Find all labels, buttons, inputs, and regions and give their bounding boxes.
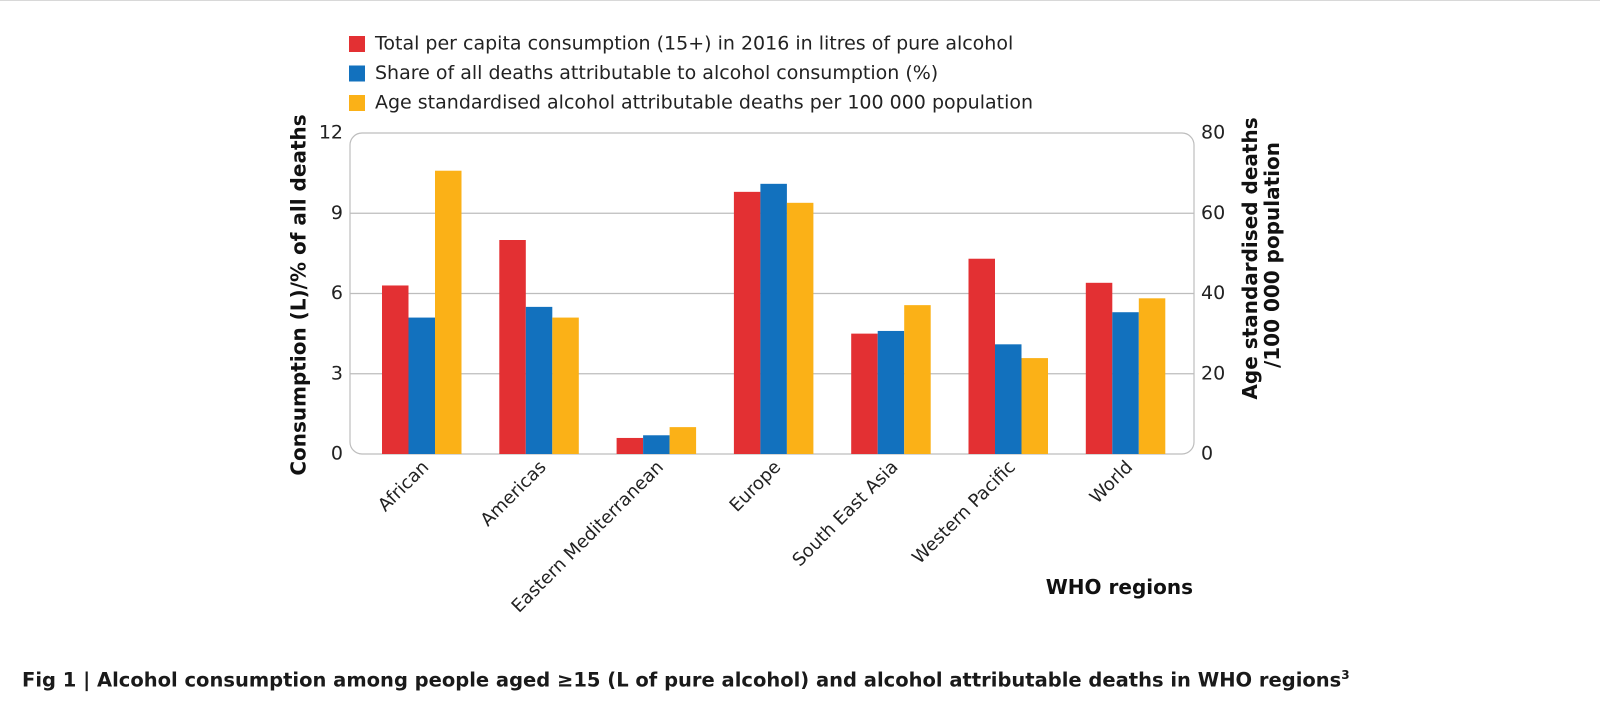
bar-age-std-deaths [786,202,814,454]
left-tick-label: 9 [331,202,343,224]
right-tick-label: 40 [1201,282,1225,304]
category-label: South East Asia [788,457,902,571]
left-tick-label: 0 [331,443,343,465]
bar-consumption [968,258,995,454]
legend-swatch [349,36,365,52]
bar-share-deaths [1112,312,1139,454]
right-axis-title-line-1: Age standardised deaths [1238,117,1262,399]
legend-label: Age standardised alcohol attributable de… [375,92,1033,114]
bar-age-std-deaths [904,305,931,454]
bar-share-deaths [525,306,553,454]
bar-share-deaths [408,317,435,454]
legend: Total per capita consumption (15+) in 20… [349,33,1033,114]
bar-share-deaths [643,435,670,454]
legend-swatch [349,65,365,82]
chart: Total per capita consumption (15+) in 20… [287,33,1285,618]
right-axis-ticks: 0 20 40 60 80 [1201,122,1225,465]
bar-consumption [616,437,644,454]
right-tick-label: 60 [1201,202,1225,224]
right-axis-title-line-2: /100 000 population [1260,142,1284,368]
right-tick-label: 20 [1201,362,1225,384]
bar-age-std-deaths [1021,358,1048,454]
bar-share-deaths [995,344,1022,454]
figure-caption: Fig 1 | Alcohol consumption among people… [22,668,1350,692]
right-tick-label: 80 [1201,122,1225,144]
category-label: Western Pacific [908,457,1020,569]
right-tick-label: 0 [1201,443,1213,465]
left-axis-ticks: 0 3 6 9 12 [319,122,343,465]
left-tick-label: 12 [319,122,343,144]
caption-text: Fig 1 | Alcohol consumption among people… [22,668,1342,692]
bar-consumption [499,240,526,454]
category-label: World [1086,457,1137,508]
bar-consumption [851,333,878,454]
category-label: African [374,457,433,516]
left-axis-title: Consumption (L)/% of all deaths [287,114,311,475]
bar-consumption [382,285,409,454]
top-rule [0,0,1600,1]
x-axis-title: WHO regions [1046,575,1193,599]
category-label: Europe [726,457,786,517]
legend-label: Share of all deaths attributable to alco… [375,62,938,84]
bar-age-std-deaths [552,317,579,454]
bar-age-std-deaths [669,427,697,454]
bar-consumption [1085,282,1113,454]
bar-age-std-deaths [1138,298,1166,454]
caption-reference: 3 [1341,668,1350,682]
left-tick-label: 6 [331,282,343,304]
bar-share-deaths [877,330,905,454]
left-tick-label: 3 [331,362,343,384]
legend-swatch [349,95,365,111]
bars [382,170,1166,454]
legend-label: Total per capita consumption (15+) in 20… [374,33,1013,55]
bar-share-deaths [760,183,787,454]
right-axis-title: Age standardised deaths /100 000 populat… [1238,110,1284,399]
bar-consumption [733,191,761,454]
category-label: Americas [477,457,551,531]
bar-age-std-deaths [435,170,462,454]
